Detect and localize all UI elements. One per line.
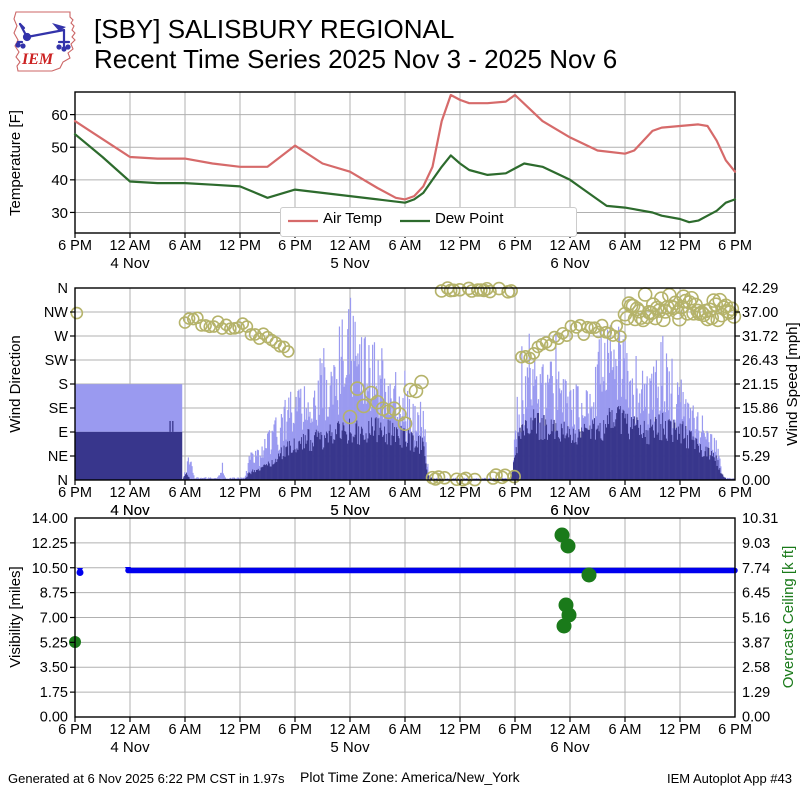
svg-text:9.03: 9.03: [742, 536, 770, 552]
svg-text:7.00: 7.00: [40, 611, 68, 627]
svg-text:7.74: 7.74: [742, 561, 770, 577]
svg-text:4 Nov: 4 Nov: [110, 739, 150, 756]
svg-text:12 PM: 12 PM: [659, 722, 701, 738]
svg-text:Overcast Ceiling [k ft]: Overcast Ceiling [k ft]: [780, 546, 797, 689]
svg-text:3.87: 3.87: [742, 636, 770, 652]
svg-text:Visibility [miles]: Visibility [miles]: [7, 566, 24, 667]
svg-text:12 PM: 12 PM: [219, 722, 261, 738]
svg-text:12 AM: 12 AM: [549, 722, 590, 738]
svg-text:1.75: 1.75: [40, 685, 68, 701]
svg-text:6 Nov: 6 Nov: [550, 739, 590, 756]
svg-text:5 Nov: 5 Nov: [330, 739, 370, 756]
svg-text:12 AM: 12 AM: [109, 722, 150, 738]
svg-text:10.31: 10.31: [742, 511, 778, 527]
svg-text:6 Nov: 6 Nov: [550, 502, 590, 519]
svg-text:14.00: 14.00: [32, 511, 68, 527]
svg-text:6 PM: 6 PM: [58, 722, 92, 738]
svg-text:5 Nov: 5 Nov: [330, 502, 370, 519]
svg-text:5.25: 5.25: [40, 636, 68, 652]
svg-text:6.45: 6.45: [742, 586, 770, 602]
svg-text:12 AM: 12 AM: [329, 722, 370, 738]
svg-text:4 Nov: 4 Nov: [110, 502, 150, 519]
svg-text:6 AM: 6 AM: [608, 722, 641, 738]
svg-text:6 AM: 6 AM: [168, 722, 201, 738]
svg-text:6 PM: 6 PM: [718, 722, 752, 738]
svg-text:6 PM: 6 PM: [498, 722, 532, 738]
svg-text:5.16: 5.16: [742, 611, 770, 627]
svg-text:6 PM: 6 PM: [278, 722, 312, 738]
svg-text:3.50: 3.50: [40, 660, 68, 676]
svg-text:6 AM: 6 AM: [388, 722, 421, 738]
svg-text:8.75: 8.75: [40, 586, 68, 602]
svg-text:2.58: 2.58: [742, 660, 770, 676]
svg-text:12 PM: 12 PM: [439, 722, 481, 738]
svg-text:1.29: 1.29: [742, 685, 770, 701]
svg-text:12.25: 12.25: [32, 536, 68, 552]
svg-text:10.50: 10.50: [32, 561, 68, 577]
